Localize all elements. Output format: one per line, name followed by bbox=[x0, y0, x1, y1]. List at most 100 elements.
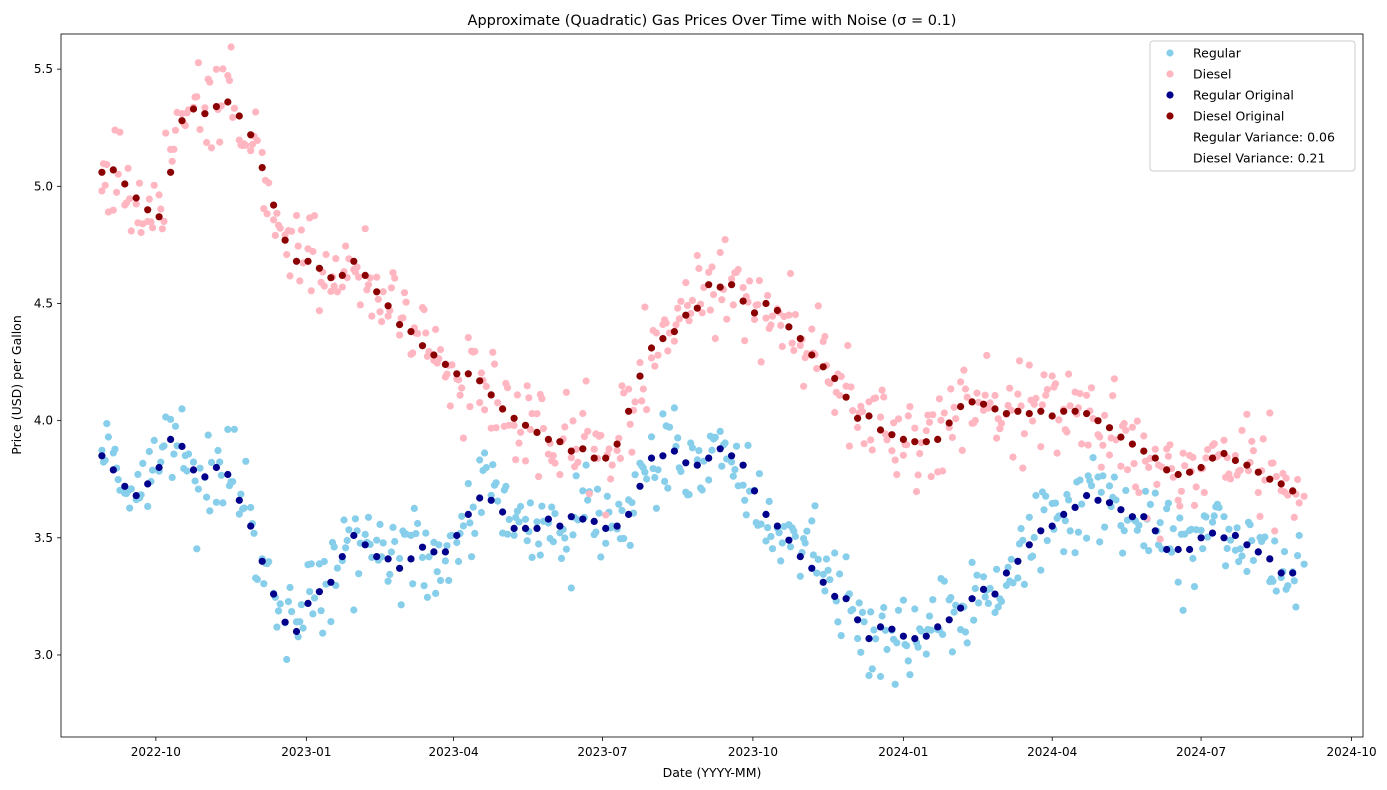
diesel-point bbox=[580, 433, 589, 441]
diesel-point bbox=[1176, 502, 1184, 510]
diesel-point bbox=[616, 454, 625, 462]
diesel-point bbox=[1019, 464, 1027, 472]
x-tick-label: 2024-10 bbox=[1326, 745, 1376, 759]
regular-point bbox=[602, 539, 610, 547]
diesel-point bbox=[935, 395, 944, 403]
regular-point bbox=[288, 608, 296, 616]
regular-original-point bbox=[773, 522, 782, 530]
regular-point bbox=[834, 618, 842, 626]
regular-point bbox=[351, 515, 359, 523]
diesel-point bbox=[574, 458, 582, 466]
diesel-original-point bbox=[178, 117, 186, 125]
diesel-point bbox=[1226, 475, 1235, 483]
regular-original-point bbox=[155, 463, 163, 472]
regular-original-point bbox=[968, 595, 976, 603]
diesel-point bbox=[940, 409, 948, 417]
regular-point bbox=[350, 606, 358, 614]
regular-point bbox=[435, 541, 443, 549]
diesel-point bbox=[292, 211, 301, 220]
diesel-point bbox=[1151, 445, 1159, 453]
regular-point bbox=[286, 583, 294, 592]
diesel-point bbox=[132, 200, 140, 208]
regular-original-point bbox=[1105, 499, 1114, 507]
regular-point bbox=[927, 626, 935, 634]
regular-point bbox=[505, 515, 513, 524]
diesel-point bbox=[273, 209, 281, 217]
regular-original-point bbox=[785, 536, 793, 544]
diesel-original-point bbox=[785, 323, 793, 331]
diesel-point bbox=[1066, 402, 1074, 410]
diesel-point bbox=[252, 108, 260, 116]
diesel-point bbox=[512, 456, 520, 464]
diesel-point bbox=[662, 319, 670, 327]
diesel-original-point bbox=[487, 391, 495, 399]
diesel-point bbox=[605, 445, 613, 453]
diesel-point bbox=[1042, 391, 1050, 399]
x-axis-label: Date (YYYY-MM) bbox=[663, 765, 762, 780]
regular-original-point bbox=[121, 482, 129, 490]
regular-point bbox=[1208, 518, 1217, 526]
diesel-original-point bbox=[407, 328, 415, 336]
regular-point bbox=[414, 519, 422, 528]
regular-original-point bbox=[602, 524, 610, 533]
regular-point bbox=[171, 422, 180, 430]
diesel-point bbox=[1014, 390, 1022, 398]
regular-point bbox=[878, 612, 886, 620]
diesel-point bbox=[561, 423, 569, 431]
diesel-point bbox=[1200, 488, 1208, 497]
regular-point bbox=[618, 506, 626, 515]
regular-original-point bbox=[670, 447, 679, 455]
regular-point bbox=[661, 477, 669, 485]
diesel-point bbox=[607, 475, 615, 483]
regular-original-point bbox=[144, 480, 152, 488]
diesel-original-point bbox=[281, 236, 289, 244]
regular-point bbox=[826, 576, 834, 584]
diesel-original-point bbox=[808, 351, 816, 359]
regular-point bbox=[1060, 548, 1068, 556]
regular-original-point bbox=[292, 627, 301, 636]
regular-original-point bbox=[613, 522, 621, 530]
diesel-point bbox=[288, 227, 296, 235]
regular-point bbox=[487, 491, 495, 499]
diesel-point bbox=[785, 311, 793, 319]
diesel-point bbox=[342, 242, 350, 250]
diesel-point bbox=[432, 325, 440, 333]
regular-original-point bbox=[441, 548, 449, 556]
plot-frame bbox=[60, 33, 1364, 738]
diesel-point bbox=[373, 273, 381, 281]
diesel-original-point bbox=[739, 297, 747, 305]
regular-point bbox=[327, 618, 335, 626]
regular-point bbox=[739, 481, 747, 489]
regular-point bbox=[168, 473, 176, 482]
diesel-point bbox=[225, 76, 234, 84]
regular-point bbox=[994, 603, 1002, 611]
diesel-point bbox=[171, 126, 180, 134]
regular-point bbox=[870, 626, 878, 634]
regular-point bbox=[536, 551, 544, 559]
regular-point bbox=[674, 434, 682, 442]
diesel-point bbox=[515, 439, 523, 447]
regular-original-point bbox=[235, 496, 243, 504]
diesel-point bbox=[253, 136, 261, 145]
diesel-point bbox=[1133, 417, 1141, 425]
regular-point bbox=[762, 537, 770, 545]
regular-point bbox=[744, 441, 752, 449]
regular-point bbox=[1071, 549, 1079, 557]
diesel-point bbox=[286, 272, 294, 280]
regular-original-point bbox=[384, 555, 392, 563]
diesel-point bbox=[242, 141, 250, 149]
diesel-point bbox=[983, 351, 991, 359]
diesel-point bbox=[98, 187, 106, 195]
diesel-point bbox=[1269, 459, 1277, 467]
regular-point bbox=[296, 618, 304, 626]
diesel-original-point bbox=[1197, 463, 1205, 472]
regular-point bbox=[425, 553, 433, 561]
regular-point bbox=[950, 608, 958, 616]
regular-point bbox=[876, 672, 885, 681]
diesel-point bbox=[1282, 474, 1290, 482]
diesel-point bbox=[1248, 437, 1256, 445]
diesel-point bbox=[1029, 417, 1037, 425]
regular-original-point bbox=[487, 496, 495, 504]
regular-point bbox=[489, 461, 497, 469]
diesel-point bbox=[860, 440, 868, 448]
